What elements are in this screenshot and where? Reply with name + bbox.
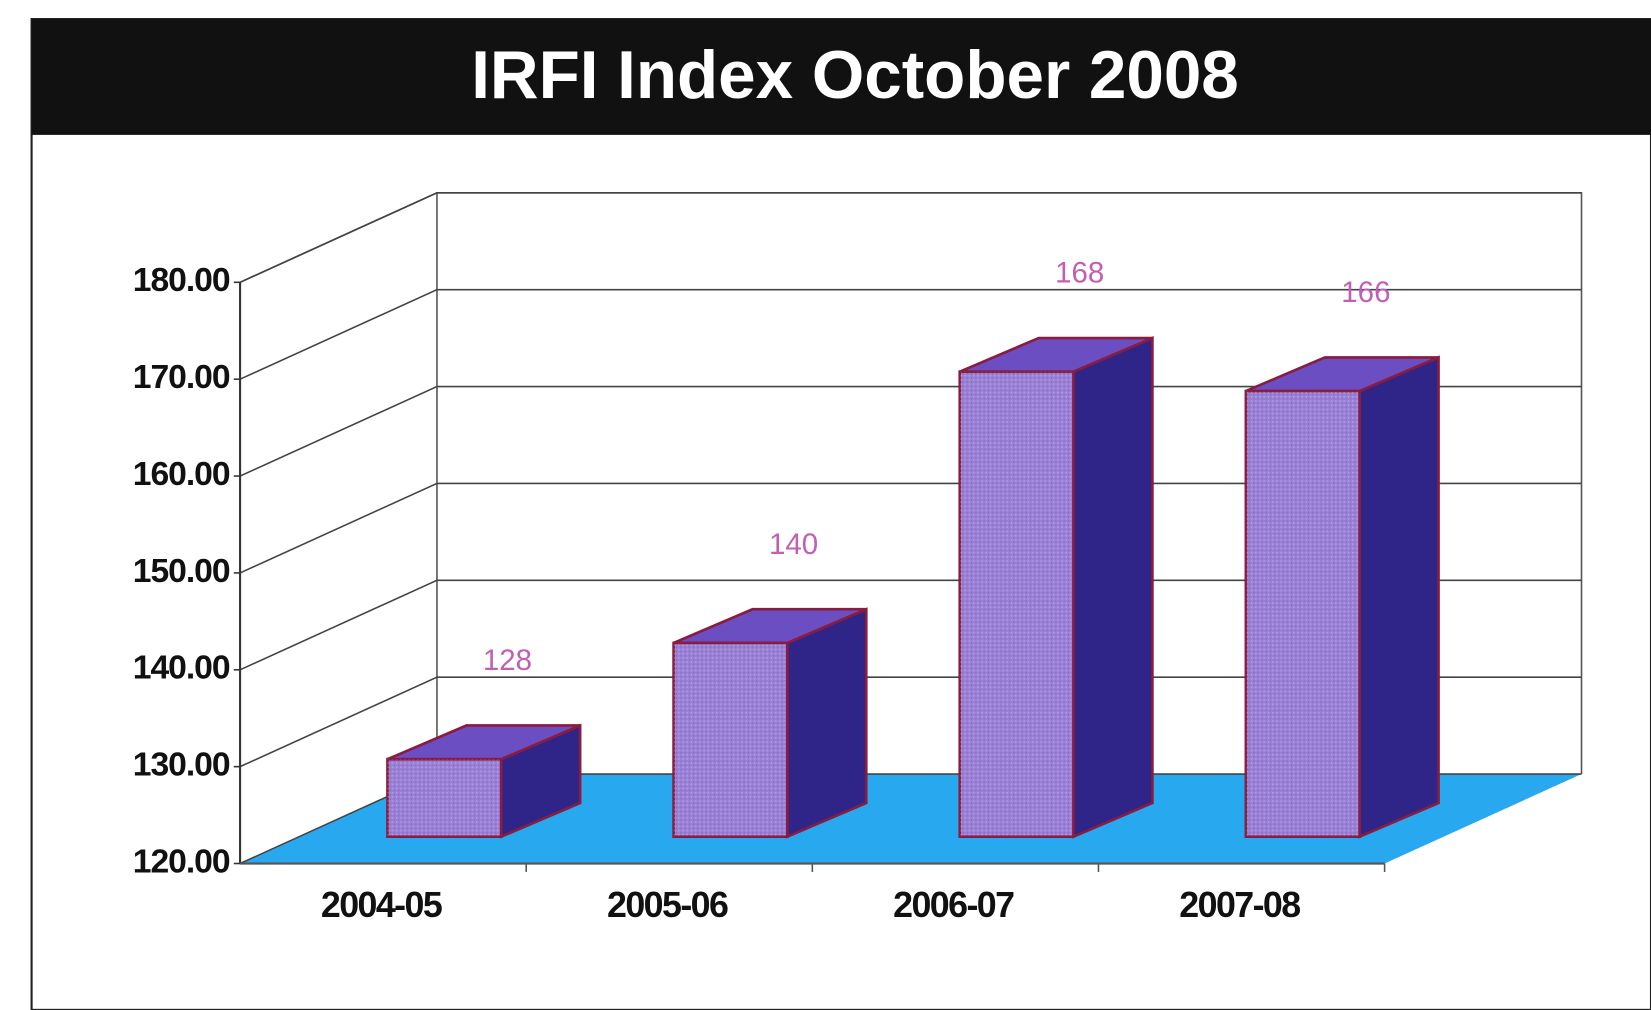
bar-side (1072, 336, 1154, 839)
bar (386, 723, 582, 839)
title-bar (31, 19, 1651, 135)
bar-texture (387, 759, 502, 837)
y-tick-label: 180.00 (133, 262, 230, 299)
x-tick-label: 2006-07 (893, 885, 1014, 925)
data-label: 166 (1341, 276, 1390, 309)
data-label: 140 (769, 528, 818, 561)
bar (672, 607, 868, 839)
x-tick-label: 2004-05 (321, 885, 442, 925)
grid-line (239, 385, 1582, 477)
x-tick-label: 2005-06 (607, 885, 728, 925)
bar (1244, 355, 1440, 839)
y-tick-label: 130.00 (133, 747, 230, 784)
y-tick-label: 150.00 (133, 553, 230, 590)
bar (958, 336, 1154, 839)
y-tick-label: 170.00 (133, 359, 230, 396)
x-tick-label: 2007-08 (1179, 885, 1300, 925)
y-tick-label: 140.00 (133, 650, 230, 687)
grid-line (239, 192, 1582, 284)
chart-title: IRFI Index October 2008 (471, 38, 1239, 113)
data-label: 168 (1055, 257, 1104, 290)
grid-line (239, 676, 1582, 768)
bar-side (1358, 355, 1440, 839)
grid-line (239, 482, 1582, 574)
data-label: 128 (483, 644, 532, 677)
bar-texture (959, 371, 1074, 837)
grid-line (239, 579, 1582, 671)
bar-texture (673, 642, 788, 837)
bar-texture (1245, 391, 1360, 837)
y-tick-label: 160.00 (133, 456, 230, 493)
y-tick-label: 120.00 (133, 843, 230, 880)
grid-line (239, 288, 1582, 380)
bar-side (785, 607, 868, 839)
